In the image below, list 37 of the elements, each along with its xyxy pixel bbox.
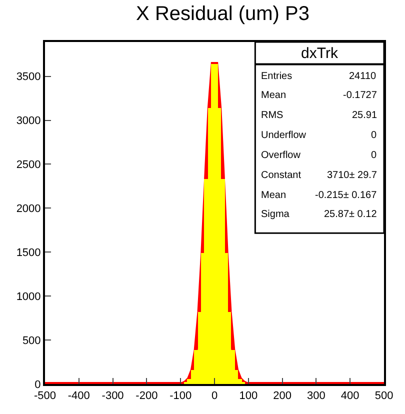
x-tick-label: -200 (136, 390, 158, 402)
x-tick-label: -500 (34, 390, 56, 402)
annotation: -0.215± 0.167 (315, 190, 378, 201)
annotation: -0.1727 (343, 90, 378, 101)
annotation: Sigma (261, 209, 290, 220)
annotation: RMS (261, 110, 284, 121)
annotation: 24110 (349, 71, 377, 82)
annotation: Mean (261, 190, 286, 201)
y-tick-label: 1000 (16, 290, 41, 303)
chart-title: X Residual (um) P3 (136, 3, 310, 26)
y-tick-label: 0 (34, 378, 41, 391)
x-tick-label: 0 (211, 390, 218, 402)
x-tick-label: 500 (374, 390, 394, 402)
x-tick-label: -100 (170, 390, 192, 402)
annotation: Mean (261, 90, 286, 101)
annotation: Entries (261, 71, 292, 82)
annotation: 25.91 (352, 110, 378, 121)
y-tick-label: 3000 (16, 115, 41, 128)
annotation: 25.87± 0.12 (324, 209, 378, 220)
annotation: Overflow (261, 150, 302, 161)
annotation: 0 (371, 130, 377, 141)
y-tick-label: 1500 (16, 246, 41, 259)
x-tick-label: 300 (307, 390, 326, 402)
annotation: 0 (371, 150, 377, 161)
x-tick-label: -400 (68, 390, 90, 402)
x-tick-label: 400 (340, 390, 360, 402)
y-tick-label: 2500 (16, 159, 41, 172)
y-tick-label: 3500 (16, 71, 41, 84)
annotation: Constant (261, 170, 302, 181)
x-tick-label: 100 (239, 390, 258, 402)
annotation: Underflow (261, 130, 307, 141)
annotation: 3710± 29.7 (327, 170, 378, 181)
annotation: dxTrk (301, 45, 338, 62)
x-tick-label: 200 (273, 390, 292, 402)
y-tick-label: 500 (22, 334, 41, 347)
y-tick-label: 2000 (16, 203, 41, 216)
x-tick-label: -300 (102, 390, 124, 402)
